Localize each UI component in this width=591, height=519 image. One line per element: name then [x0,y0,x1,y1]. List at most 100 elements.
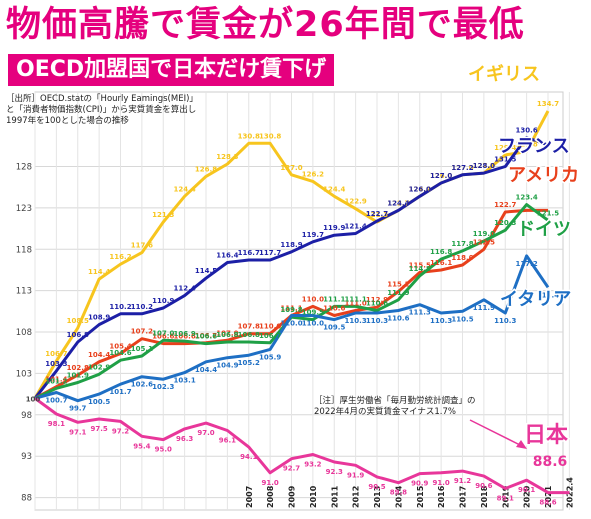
data-label-uk: 126.8 [195,165,217,173]
data-label-uk: 129.4 [494,144,516,152]
note-arrow-head [516,440,527,449]
data-label-de: 111.1 [345,295,367,303]
data-label-fr: 119.7 [302,231,324,239]
data-label-jp: 97.0 [197,429,214,437]
data-label-fr: 131.5 [494,155,516,163]
data-label-de: 109.5 [302,309,324,317]
data-label-de: 101.9 [67,372,89,380]
country-label-us: アメリカ [508,165,579,186]
x-tick-label: 2018 [480,485,489,508]
data-label-it: 110.0 [302,319,324,327]
data-label-fr: 126.0 [409,185,431,193]
data-label-jp: 97.1 [69,428,86,436]
data-label-de: 117.8 [451,240,473,248]
x-tick-label: 2015 [416,485,425,508]
data-label-us: 110.6 [323,304,345,312]
footnote-line: 2022年4月の実質賃金マイナス1.7% [314,407,456,417]
data-label-de: 116.8 [430,248,452,256]
series-lines [33,110,570,495]
data-label-fr: 130.6 [516,127,538,135]
data-label-it: 110.3 [430,317,452,325]
data-label-jp: 98.1 [48,420,65,428]
data-label-us: 107.8 [238,323,260,331]
grid [34,91,570,511]
data-label-fr: 127.2 [451,164,473,172]
data-label-jp: 94.1 [240,453,257,461]
data-label-us: 102.8 [67,364,89,372]
data-label-us: 101.4 [45,376,67,384]
data-label-it: 109.5 [323,324,345,332]
data-label-jp: 89.8 [390,489,407,497]
data-label-de: 106.9 [174,330,196,338]
data-label-de: 102.9 [88,363,110,371]
data-label-it: 117.2 [516,260,538,268]
data-label-it: 110.5 [451,315,473,323]
x-tick-label: 2017 [459,486,468,508]
data-label-fr: 128.0 [473,162,495,170]
x-tick-label: 2009 [288,485,297,508]
y-tick-label: 108 [16,328,32,338]
data-label-jp: 91.0 [432,479,449,487]
data-label-it: 111.3 [409,309,431,317]
subtitle-banner: OECD加盟国で日本だけ賃下げ [8,54,335,86]
data-label-uk: 124.4 [409,185,431,193]
data-label-us: 111.0 [345,300,367,308]
x-tick-label: 2013 [373,486,382,508]
x-tick-label: 2022.4 [565,477,574,508]
data-label-uk: 114.4 [88,268,110,276]
footnote: ［注］厚生労働省「毎月勤労統計調査」の 2022年4月の実質賃金マイナス1.7% [314,396,476,418]
series-line-jp [34,397,570,495]
data-label-us: 107.0 [216,329,238,337]
data-label-it: 102.6 [131,381,153,389]
data-label-it: 110.3 [494,317,516,325]
data-label-jp: 90.1 [518,486,535,494]
data-label-jp: 95.4 [133,442,150,450]
data-label-fr: 106.8 [67,331,89,339]
data-label-uk: 130.8 [238,132,260,140]
data-label-uk: 127.0 [451,164,473,172]
data-label-de: 106.8 [238,331,260,339]
data-label-uk: 134.7 [537,100,559,108]
data-label-us: 122.5 [473,238,495,246]
data-label-uk: 127.0 [280,164,302,172]
data-label-jp: 90.5 [368,483,385,491]
data-label-de: 109.8 [280,306,302,314]
data-label-it: 101.7 [109,388,131,396]
footnote-line: ［注］厚生労働省「毎月勤労統計調査」の [314,396,476,406]
data-label-fr: 103.3 [45,360,67,368]
data-label-fr: 119.9 [323,224,345,232]
data-label-us: 106.6 [174,333,196,341]
x-tick-label: 2019 [501,485,510,508]
y-tick-label: 93 [21,452,32,462]
data-label-it: 113.4 [537,291,559,299]
data-label-us: 110.0 [259,323,281,331]
x-axis-ticks: 2007 2008 2009 2010 2011 2012 2013 2014 2015 2016… [245,477,575,508]
data-label-us: 122.7 [494,201,516,209]
data-label-us: 115.2 [387,280,409,288]
data-label-it: 100.5 [88,398,110,406]
data-label-de: 106.6 [195,333,217,341]
data-label-it: 110.3 [366,317,388,325]
y-tick-label: 103 [16,369,32,379]
data-label-it: 102.3 [152,383,174,391]
data-label-it: 104.4 [195,366,217,374]
data-label-uk: 130.8 [259,132,281,140]
data-label-us: 106.6 [152,333,174,341]
y-axis-ticks: 88 93 98 103 108 113 118 123 128 [16,162,32,503]
data-label-it: 103.1 [174,377,196,385]
data-label-it: 110.0 [280,319,302,327]
y-tick-label: 113 [16,287,32,297]
data-label-uk: 126.0 [430,172,452,180]
source-line: 1997年を100とした場合の推移 [6,116,129,126]
data-label-jp: 88.6 [539,499,556,507]
country-label-uk: イギリス [468,64,540,85]
data-label-fr: 108.9 [88,314,110,322]
country-label-de: ドイツ [517,219,571,240]
data-label-fr: 127.0 [430,172,452,180]
data-label-de: 123.4 [516,194,538,202]
data-label-fr: 117.7 [259,249,281,257]
data-label-jp: 96.1 [219,437,236,445]
data-label-it: 105.2 [238,359,260,367]
